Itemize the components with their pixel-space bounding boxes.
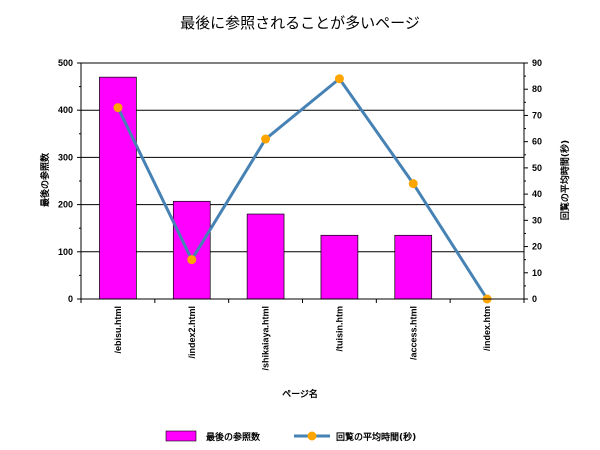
line-point [334, 74, 344, 84]
y2-tick-label: 20 [532, 242, 542, 252]
y-tick-label: 100 [58, 247, 73, 257]
x-tick-label: /shikaiaya.html [261, 306, 271, 371]
bar [394, 234, 433, 300]
bar [99, 76, 137, 300]
y2-tick-label: 0 [532, 294, 537, 304]
y2-tick-label: 40 [532, 189, 542, 199]
line-path [116, 77, 489, 300]
x-tick-label: /index.htm [482, 306, 492, 351]
bar [246, 213, 285, 300]
bar-series [99, 76, 433, 300]
chart-title: 最後に参照されることが多いページ [180, 14, 420, 32]
y-tick-label: 400 [58, 105, 73, 115]
gridlines [81, 62, 524, 253]
y2-tick-label: 50 [532, 163, 542, 173]
y-tick-label: 500 [58, 58, 73, 68]
legend-marker-line [307, 431, 317, 441]
y2-tick-label: 70 [532, 110, 542, 120]
y-tick-label: 0 [68, 294, 73, 304]
y2-tick-label: 80 [532, 84, 542, 94]
y2-axis-title: 回覧の平均時間(秒) [559, 140, 571, 220]
y-axis-title: 最後の参照数 [39, 152, 51, 207]
x-tick-label: /access.html [408, 306, 418, 360]
line-point [408, 179, 418, 189]
x-tick-label: /index2.html [187, 306, 197, 359]
legend-label-line: 回覧の平均時間(秒) [336, 431, 416, 443]
x-tick-label: /tuisin.htm [334, 306, 344, 352]
line-series [113, 74, 492, 304]
legend-swatch-bar [165, 430, 197, 442]
line-point [261, 134, 271, 144]
y-tick-label: 300 [58, 152, 73, 162]
legend-label-bar: 最後の参照数 [206, 431, 261, 443]
bar [172, 200, 211, 300]
y2-tick-label: 60 [532, 137, 542, 147]
y2-tick-label: 90 [532, 58, 542, 68]
line-point [113, 103, 123, 113]
x-axis-title: ページ名 [282, 388, 318, 400]
bar [320, 234, 359, 300]
y2-tick-label: 10 [532, 268, 542, 278]
x-tick-label: /ebisu.html [113, 306, 123, 354]
y-tick-label: 200 [58, 200, 73, 210]
line-point [187, 255, 197, 265]
legend: 最後の参照数 回覧の平均時間(秒) [165, 430, 416, 443]
axes: 0 100 200 300 400 500 0 10 20 30 40 50 60 70 80 90/ebis… [58, 58, 542, 371]
y2-tick-label: 30 [532, 215, 542, 225]
